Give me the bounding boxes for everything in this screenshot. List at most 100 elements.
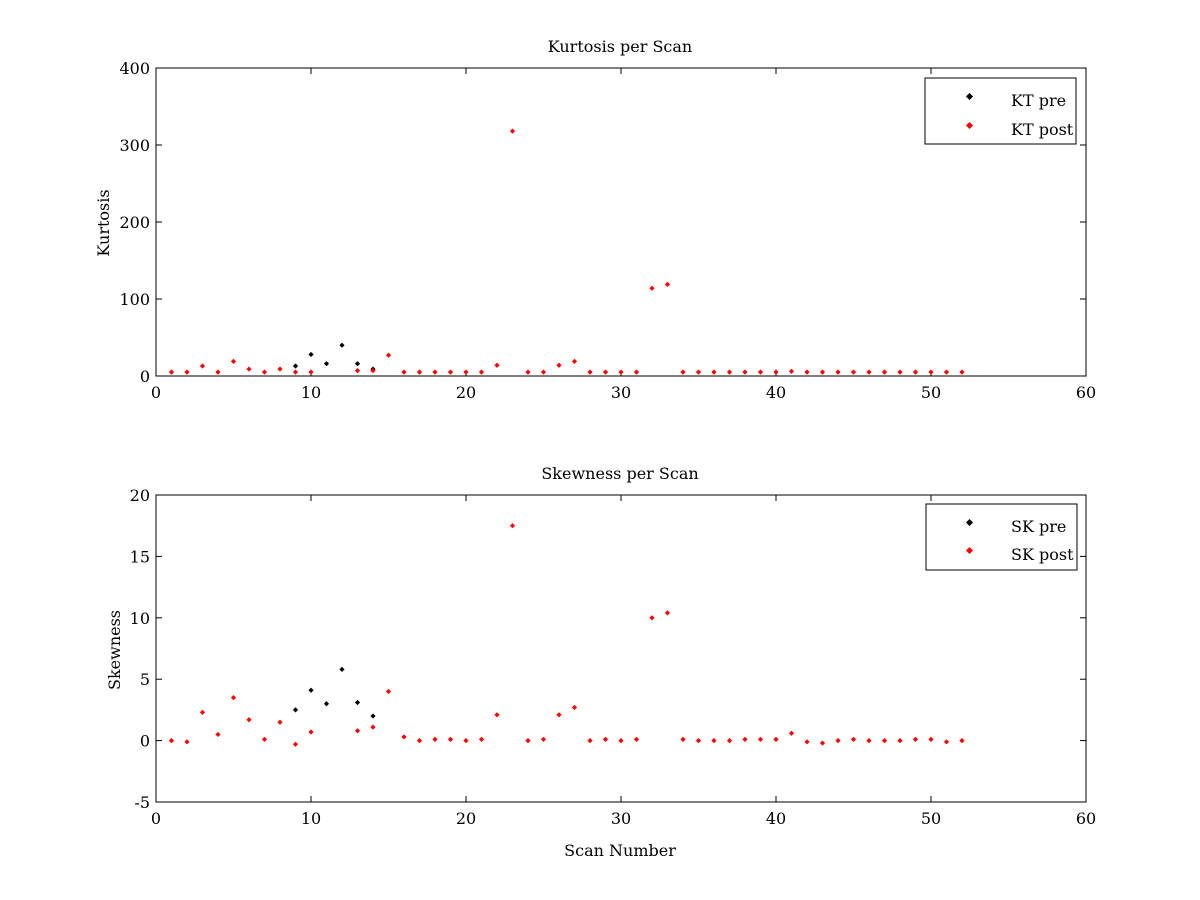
data-point-sk-post <box>959 738 965 744</box>
data-point-sk-post <box>618 738 624 744</box>
skewness-y-tick-label: -5 <box>134 793 150 812</box>
data-point-sk-post <box>447 736 454 742</box>
skewness-y-tick-label: 5 <box>140 670 150 689</box>
data-point-kt-post <box>819 369 826 375</box>
data-point-kt-post <box>292 369 299 375</box>
kurtosis-legend: KT pre KT post <box>924 77 1077 145</box>
data-point-kt-post <box>742 369 748 375</box>
data-point-sk-post <box>742 736 748 742</box>
skewness-x-tick-label: 10 <box>301 809 321 828</box>
data-point-sk-post <box>664 610 671 616</box>
data-point-sk-post <box>649 615 655 621</box>
kurtosis-markers <box>168 128 965 375</box>
data-point-kt-post <box>897 369 903 375</box>
kurtosis-y-tick-label: 0 <box>140 367 150 386</box>
data-point-sk-post <box>385 688 392 695</box>
data-point-sk-post <box>711 738 717 744</box>
data-point-sk-post <box>571 704 578 711</box>
data-point-sk-post <box>292 741 299 747</box>
data-point-kt-post <box>261 369 268 375</box>
skewness-legend: SK pre SK post <box>925 503 1078 571</box>
data-point-kt-post <box>602 369 609 375</box>
kurtosis-x-tick-label: 60 <box>1076 383 1096 402</box>
data-point-kt-pre <box>339 342 345 348</box>
skewness-x-tick-label: 0 <box>151 809 161 828</box>
kurtosis-x-tick-label: 0 <box>151 383 161 402</box>
data-point-kt-post <box>757 369 764 375</box>
skewness-x-tick-label: 30 <box>611 809 631 828</box>
data-point-kt-post <box>447 369 454 375</box>
data-point-kt-post <box>959 369 965 375</box>
data-point-kt-post <box>230 358 237 364</box>
kurtosis-plot: Kurtosis per Scan Kurtosis 0 10 20 30 40 50 60… <box>94 37 1096 402</box>
data-point-kt-post <box>633 369 640 375</box>
kurtosis-ticks: 0 10 20 30 40 50 60 0 100 200 300 400 <box>119 59 1096 402</box>
data-point-sk-post <box>494 712 500 718</box>
data-point-kt-post <box>866 369 872 375</box>
data-point-kt-post <box>478 369 485 375</box>
data-point-sk-post <box>509 523 516 529</box>
data-point-sk-post <box>308 729 314 735</box>
data-point-kt-post <box>804 369 810 375</box>
kurtosis-y-tick-label: 400 <box>119 59 150 78</box>
skewness-plot-title: Skewness per Scan <box>541 464 698 483</box>
data-point-sk-post <box>478 736 485 742</box>
legend-marker-sk-pre <box>965 518 974 527</box>
kurtosis-x-tick-label: 10 <box>301 383 321 402</box>
kurtosis-y-tick-label: 300 <box>119 136 150 155</box>
data-point-sk-post <box>881 738 888 744</box>
data-point-sk-post <box>556 712 562 718</box>
kurtosis-x-tick-label: 20 <box>456 383 476 402</box>
data-point-kt-post <box>525 369 531 375</box>
data-point-sk-post <box>928 736 934 742</box>
legend-marker-kt-post <box>965 121 974 130</box>
skewness-plot: Skewness per Scan Skewness Scan Number 0… <box>105 464 1096 860</box>
data-point-sk-post <box>757 736 764 742</box>
data-point-kt-post <box>540 369 547 375</box>
data-point-sk-post <box>788 730 795 736</box>
skewness-x-tick-label: 40 <box>766 809 786 828</box>
data-point-kt-post <box>912 369 919 375</box>
data-point-kt-post <box>556 362 562 368</box>
data-point-kt-pre <box>323 361 330 367</box>
kurtosis-x-tick-label: 30 <box>611 383 631 402</box>
data-point-kt-pre <box>292 363 299 369</box>
legend-label-sk-pre: SK pre <box>1011 517 1066 536</box>
kurtosis-y-tick-label: 200 <box>119 213 150 232</box>
data-point-sk-post <box>401 734 407 740</box>
legend-label-sk-post: SK post <box>1011 545 1074 564</box>
data-point-kt-post <box>385 352 392 358</box>
skewness-x-axis-label: Scan Number <box>564 841 676 860</box>
kurtosis-y-axis-label: Kurtosis <box>94 189 113 256</box>
data-point-sk-post <box>804 739 810 745</box>
data-point-sk-post <box>912 736 919 742</box>
data-point-kt-post <box>246 366 252 372</box>
data-point-kt-post <box>881 369 888 375</box>
data-point-sk-post <box>184 739 190 745</box>
data-point-kt-post <box>494 362 500 368</box>
data-point-sk-post <box>525 738 531 744</box>
data-point-sk-post <box>773 736 779 742</box>
data-point-sk-post <box>215 731 221 738</box>
data-point-sk-post <box>261 736 268 742</box>
kurtosis-plot-title: Kurtosis per Scan <box>548 37 692 56</box>
data-point-kt-post <box>215 369 221 375</box>
legend-label-kt-pre: KT pre <box>1011 91 1066 110</box>
data-point-sk-post <box>277 719 283 725</box>
data-point-sk-post <box>168 738 175 744</box>
skewness-y-tick-label: 15 <box>130 547 150 566</box>
data-point-sk-pre <box>292 707 299 713</box>
data-point-kt-post <box>416 369 423 375</box>
data-point-sk-post <box>199 709 206 715</box>
data-point-kt-post <box>463 369 469 375</box>
data-point-sk-post <box>866 738 872 744</box>
data-point-kt-post <box>401 369 407 375</box>
data-point-kt-post <box>928 369 934 375</box>
skewness-legend-box <box>925 503 1078 571</box>
data-point-kt-post <box>354 368 361 374</box>
data-point-kt-post <box>680 369 686 375</box>
data-point-sk-post <box>943 739 950 745</box>
data-point-sk-pre <box>354 699 361 706</box>
data-point-sk-post <box>695 738 702 744</box>
skewness-y-tick-label: 20 <box>130 486 150 505</box>
